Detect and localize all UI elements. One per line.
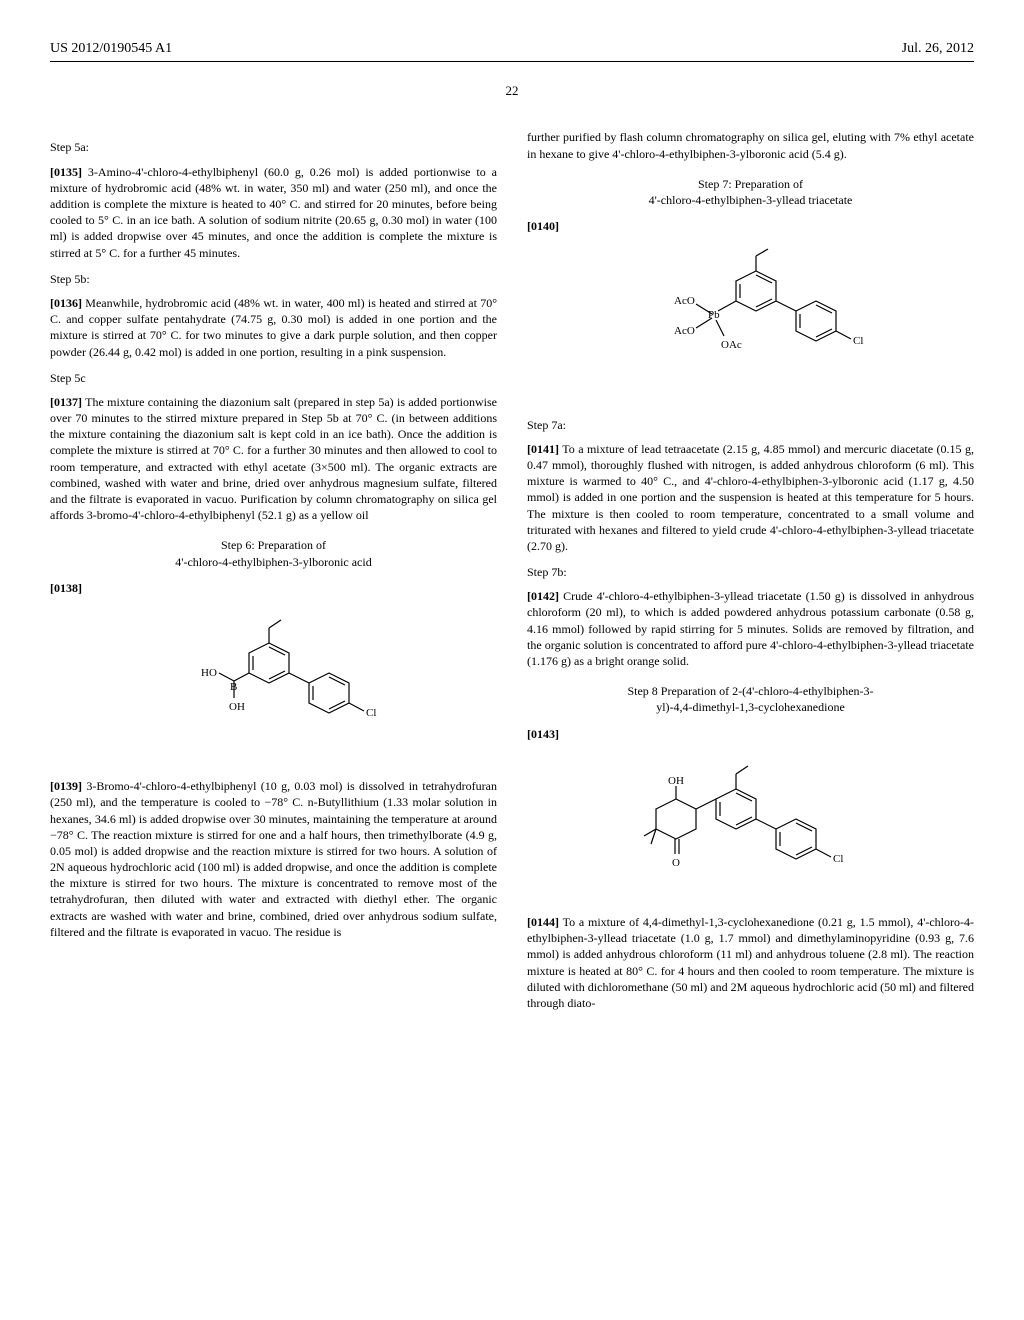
paragraph-0144: [0144] To a mixture of 4,4-dimethyl-1,3-… [527,914,974,1011]
paragraph-0137: [0137] The mixture containing the diazon… [50,394,497,524]
label-cl: Cl [366,707,376,719]
step-8-line1: Step 8 Preparation of 2-(4'-chloro-4-eth… [527,683,974,699]
step-6-line1: Step 6: Preparation of [50,537,497,553]
label-oh: OH [229,701,245,713]
paragraph-0142: [0142] Crude 4'-chloro-4-ethylbiphen-3-y… [527,588,974,669]
page-header: US 2012/0190545 A1 Jul. 26, 2012 [50,40,974,62]
step-5c-heading: Step 5c [50,370,497,386]
page-number: 22 [50,82,974,100]
step-6-heading: Step 6: Preparation of 4'-chloro-4-ethyl… [50,537,497,569]
paragraph-0140: [0140] [527,218,974,234]
paragraph-0138: [0138] [50,580,497,596]
paragraph-0143: [0143] [527,726,974,742]
label-cl: Cl [833,853,843,865]
para-text: To a mixture of 4,4-dimethyl-1,3-cyclohe… [527,915,974,1010]
para-num: [0136] [50,296,82,310]
paragraph-0135: [0135] 3-Amino-4'-chloro-4-ethylbiphenyl… [50,164,497,261]
para-text: The mixture containing the diazonium sal… [50,395,497,522]
para-num: [0141] [527,442,559,456]
chemical-structure-step7: AcO AcO OAc Pb Cl [527,246,974,400]
step-7b-heading: Step 7b: [527,564,974,580]
left-column: Step 5a: [0135] 3-Amino-4'-chloro-4-ethy… [50,129,497,1021]
two-column-layout: Step 5a: [0135] 3-Amino-4'-chloro-4-ethy… [50,129,974,1021]
para-text: 3-Bromo-4'-chloro-4-ethylbiphenyl (10 g,… [50,779,497,939]
label-b: B [230,681,237,693]
label-cl: Cl [853,335,863,347]
para-text: Crude 4'-chloro-4-ethylbiphen-3-yllead t… [527,589,974,668]
label-o: O [672,857,680,869]
para-num: [0140] [527,219,559,233]
para-num: [0137] [50,395,82,409]
para-text: To a mixture of lead tetraacetate (2.15 … [527,442,974,553]
step-7a-heading: Step 7a: [527,417,974,433]
para-num: [0142] [527,589,559,603]
step-8-line2: yl)-4,4-dimethyl-1,3-cyclohexanedione [527,699,974,715]
label-aco2: AcO [674,325,695,337]
para-text: Meanwhile, hydrobromic acid (48% wt. in … [50,296,497,359]
paragraph-continuation: further purified by flash column chromat… [527,129,974,161]
chemical-structure-step8: OH O Cl [527,754,974,898]
step-5a-heading: Step 5a: [50,139,497,155]
step-6-line2: 4'-chloro-4-ethylbiphen-3-ylboronic acid [50,554,497,570]
paragraph-0141: [0141] To a mixture of lead tetraacetate… [527,441,974,554]
para-num: [0135] [50,165,82,179]
label-oac: OAc [721,339,742,351]
para-text: 3-Amino-4'-chloro-4-ethylbiphenyl (60.0 … [50,165,497,260]
doc-number: US 2012/0190545 A1 [50,40,172,59]
step-7-heading: Step 7: Preparation of 4'-chloro-4-ethyl… [527,176,974,208]
para-num: [0144] [527,915,559,929]
step-5b-heading: Step 5b: [50,271,497,287]
label-aco1: AcO [674,295,695,307]
doc-date: Jul. 26, 2012 [902,40,974,59]
label-pb: Pb [708,309,720,321]
paragraph-0139: [0139] 3-Bromo-4'-chloro-4-ethylbiphenyl… [50,778,497,940]
right-column: further purified by flash column chromat… [527,129,974,1021]
chemical-structure-step6: HO OH B Cl [50,608,497,762]
para-num: [0139] [50,779,82,793]
label-oh: OH [668,775,684,787]
label-ho: HO [201,667,217,679]
step-8-heading: Step 8 Preparation of 2-(4'-chloro-4-eth… [527,683,974,715]
step-7-line2: 4'-chloro-4-ethylbiphen-3-yllead triacet… [527,192,974,208]
para-num: [0143] [527,727,559,741]
para-num: [0138] [50,581,82,595]
paragraph-0136: [0136] Meanwhile, hydrobromic acid (48% … [50,295,497,360]
step-7-line1: Step 7: Preparation of [527,176,974,192]
